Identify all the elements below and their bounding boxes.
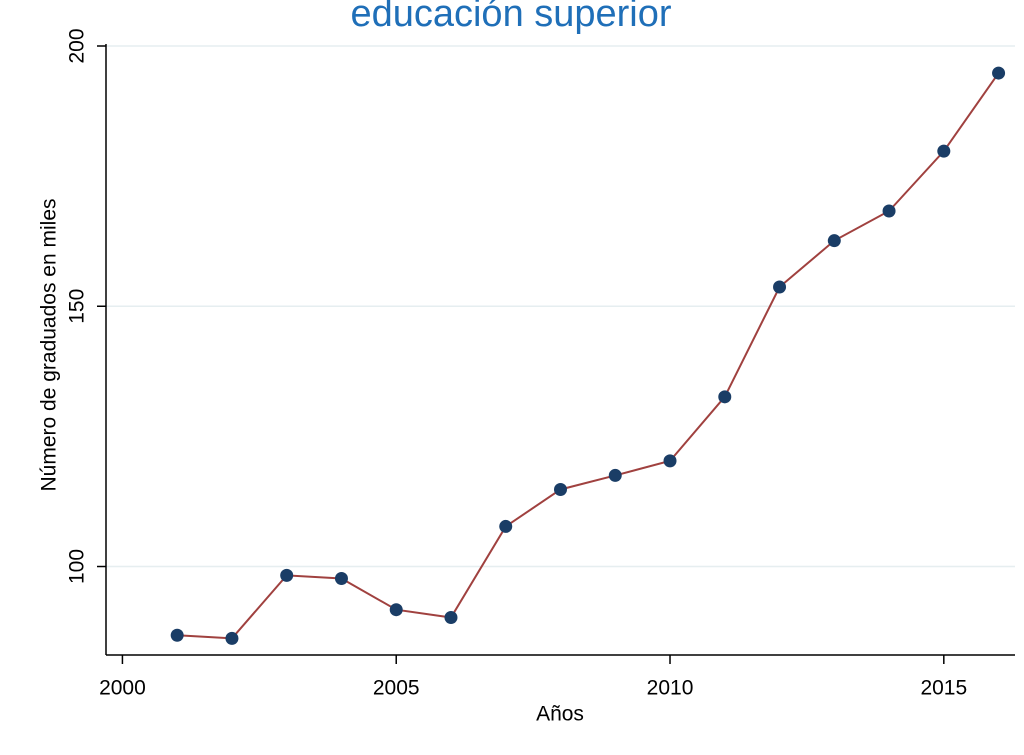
data-point bbox=[280, 568, 294, 582]
data-point bbox=[992, 66, 1006, 80]
data-point bbox=[554, 482, 567, 496]
data-point bbox=[170, 628, 184, 642]
x-axis-label: Años bbox=[536, 703, 584, 726]
data-point bbox=[608, 468, 622, 482]
data-point bbox=[718, 390, 732, 404]
data-point bbox=[663, 454, 677, 468]
data-point bbox=[225, 631, 239, 645]
data-point bbox=[444, 611, 458, 625]
data-point bbox=[499, 519, 513, 533]
data-point bbox=[937, 144, 951, 158]
x-tick-label: 2000 bbox=[99, 677, 146, 700]
data-point bbox=[389, 603, 403, 617]
chart-title: educación superior bbox=[350, 0, 671, 35]
y-tick-label: 100 bbox=[66, 549, 89, 584]
y-tick-label: 200 bbox=[66, 28, 89, 63]
data-point bbox=[773, 280, 787, 294]
x-tick-label: 2010 bbox=[647, 677, 694, 700]
data-line bbox=[177, 72, 1000, 640]
data-point bbox=[827, 234, 841, 248]
x-tick-label: 2015 bbox=[920, 677, 967, 700]
y-tick-label: 150 bbox=[66, 289, 89, 324]
data-point bbox=[882, 204, 896, 218]
y-axis-label: Número de graduados en miles bbox=[38, 199, 61, 492]
x-tick-label: 2005 bbox=[373, 677, 420, 700]
data-point bbox=[334, 571, 348, 585]
